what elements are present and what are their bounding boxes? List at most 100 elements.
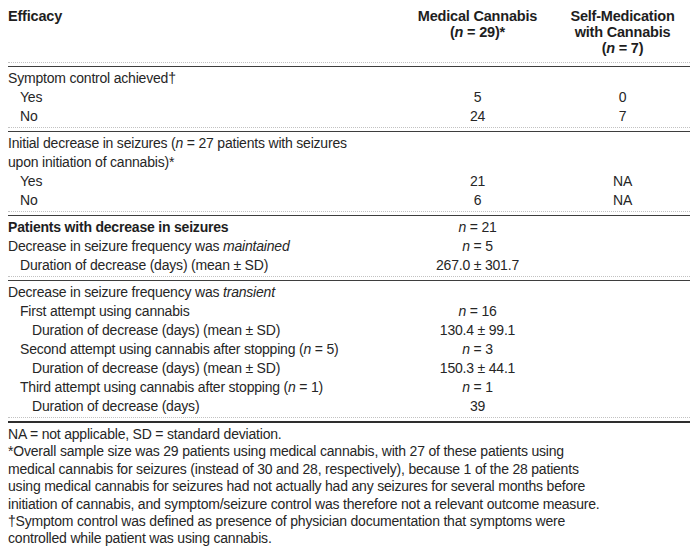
- row-label-line: Duration of decrease (days) (mean ± SD): [32, 359, 400, 378]
- medical-cannabis-value: n = 16: [400, 302, 555, 321]
- table-row: Duration of decrease (days) (mean ± SD)1…: [8, 359, 690, 378]
- italic-text: n: [462, 379, 470, 395]
- text: = 1): [296, 379, 323, 395]
- text: Initial decrease in seizures (: [8, 135, 176, 151]
- header-line: Self-Medication: [555, 8, 690, 24]
- medical-cannabis-value: 21: [400, 172, 555, 191]
- table-row: No 24 7: [8, 107, 690, 126]
- row-label: Duration of decrease (days) (mean ± SD): [8, 256, 400, 275]
- self-medication-value: [555, 134, 690, 172]
- header-line: Efficacy: [8, 8, 400, 24]
- row-label: First attempt using cannabis: [8, 302, 400, 321]
- text: Duration of decrease (days) (mean ± SD): [20, 257, 268, 273]
- self-medication-value: [555, 69, 690, 88]
- header-line: Medical Cannabis: [400, 8, 555, 24]
- table-row: Symptom control achieved†: [8, 69, 690, 88]
- row-label: Third attempt using cannabis after stopp…: [8, 378, 400, 397]
- medical-cannabis-value: n = 1: [400, 378, 555, 397]
- self-medication-value: [555, 256, 690, 275]
- text: 39: [470, 398, 485, 414]
- text: Second attempt using cannabis after stop…: [20, 341, 303, 357]
- section-rule: [8, 62, 690, 67]
- text: = 29)*: [463, 24, 505, 40]
- medical-cannabis-value: 267.0 ± 301.7: [400, 256, 555, 275]
- medical-cannabis-value: [400, 283, 555, 302]
- row-label-line: Second attempt using cannabis after stop…: [20, 340, 400, 359]
- text: First attempt using cannabis: [20, 303, 189, 319]
- self-medication-value: 0: [555, 88, 690, 107]
- text: = 27 patients with seizures: [183, 135, 347, 151]
- header-line: (n = 7): [555, 40, 690, 56]
- table-body: Symptom control achieved†Yes50No247Initi…: [8, 62, 690, 423]
- table-footnotes: NA = not applicable, SD = standard devia…: [8, 426, 690, 547]
- self-medication-value: NA: [555, 191, 690, 210]
- text: with Cannabis: [575, 24, 671, 40]
- table-row: Duration of decrease (days)39: [8, 397, 690, 416]
- text: Decrease in seizure frequency was: [8, 238, 223, 254]
- text: Self-Medication: [570, 8, 674, 24]
- footnote: NA = not applicable, SD = standard devia…: [8, 426, 690, 443]
- italic-text: n: [288, 379, 296, 395]
- table-header-row: Efficacy Medical Cannabis(n = 29)* Self-…: [8, 8, 690, 56]
- text: 5: [474, 89, 482, 105]
- text: = 1: [470, 379, 493, 395]
- text: = 16: [466, 303, 497, 319]
- header-medical-cannabis: Medical Cannabis(n = 29)*: [400, 8, 555, 40]
- text: = 7): [615, 40, 643, 56]
- italic-text: maintained: [223, 238, 290, 254]
- header-efficacy: Efficacy: [8, 8, 400, 24]
- medical-cannabis-value: n = 5: [400, 237, 555, 256]
- self-medication-value: [555, 302, 690, 321]
- text: Medical Cannabis: [418, 8, 537, 24]
- table-row: Yes 21 NA: [8, 172, 690, 191]
- row-label-line: Patients with decrease in seizures: [8, 218, 400, 237]
- row-label: Duration of decrease (days) (mean ± SD): [8, 321, 400, 340]
- self-medication-value: NA: [555, 172, 690, 191]
- row-label-line: Decrease in seizure frequency was mainta…: [8, 237, 400, 256]
- table-row: Duration of decrease (days) (mean ± SD)1…: [8, 321, 690, 340]
- text: = 5): [311, 341, 338, 357]
- row-label: Second attempt using cannabis after stop…: [8, 340, 400, 359]
- text: NA: [613, 192, 632, 208]
- text: 267.0 ± 301.7: [436, 257, 519, 273]
- text: 24: [470, 108, 485, 124]
- italic-text: n: [606, 40, 615, 56]
- text: Third attempt using cannabis after stopp…: [20, 379, 288, 395]
- text: NA: [613, 173, 632, 189]
- section-rule: [8, 417, 690, 423]
- self-medication-value: [555, 218, 690, 237]
- table-row: No 6 NA: [8, 191, 690, 210]
- row-label: Yes: [8, 88, 400, 107]
- row-label-line: No: [20, 107, 400, 126]
- footnote: †Symptom control was defined as presence…: [8, 513, 690, 547]
- row-label: No: [8, 107, 400, 126]
- row-label: Yes: [8, 172, 400, 191]
- row-label: Symptom control achieved†: [8, 69, 400, 88]
- row-label: Decrease in seizure frequency was transi…: [8, 283, 400, 302]
- section-rule: [8, 276, 690, 281]
- text: = 5: [470, 238, 493, 254]
- text: Duration of decrease (days) (mean ± SD): [32, 360, 280, 376]
- self-medication-value: [555, 340, 690, 359]
- row-label-line: Initial decrease in seizures (n = 27 pat…: [8, 134, 400, 153]
- header-line: with Cannabis: [555, 24, 690, 40]
- table-row: Duration of decrease (days) (mean ± SD) 2…: [8, 256, 690, 275]
- row-label-line: Symptom control achieved†: [8, 69, 400, 88]
- row-label: No: [8, 191, 400, 210]
- italic-text: n: [462, 238, 470, 254]
- table-row: Third attempt using cannabis after stopp…: [8, 378, 690, 397]
- text: Efficacy: [8, 8, 62, 24]
- medical-cannabis-value: 130.4 ± 99.1: [400, 321, 555, 340]
- medical-cannabis-value: n = 3: [400, 340, 555, 359]
- text: Patients with decrease in seizures: [8, 219, 228, 235]
- text: 6: [474, 192, 482, 208]
- self-medication-value: [555, 359, 690, 378]
- medical-cannabis-value: [400, 134, 555, 172]
- row-label: Initial decrease in seizures (n = 27 pat…: [8, 134, 400, 172]
- self-medication-value: 7: [555, 107, 690, 126]
- row-label: Patients with decrease in seizures: [8, 218, 400, 237]
- medical-cannabis-value: 24: [400, 107, 555, 126]
- row-label-line: Yes: [20, 88, 400, 107]
- italic-text: n: [455, 24, 464, 40]
- text: 21: [470, 173, 485, 189]
